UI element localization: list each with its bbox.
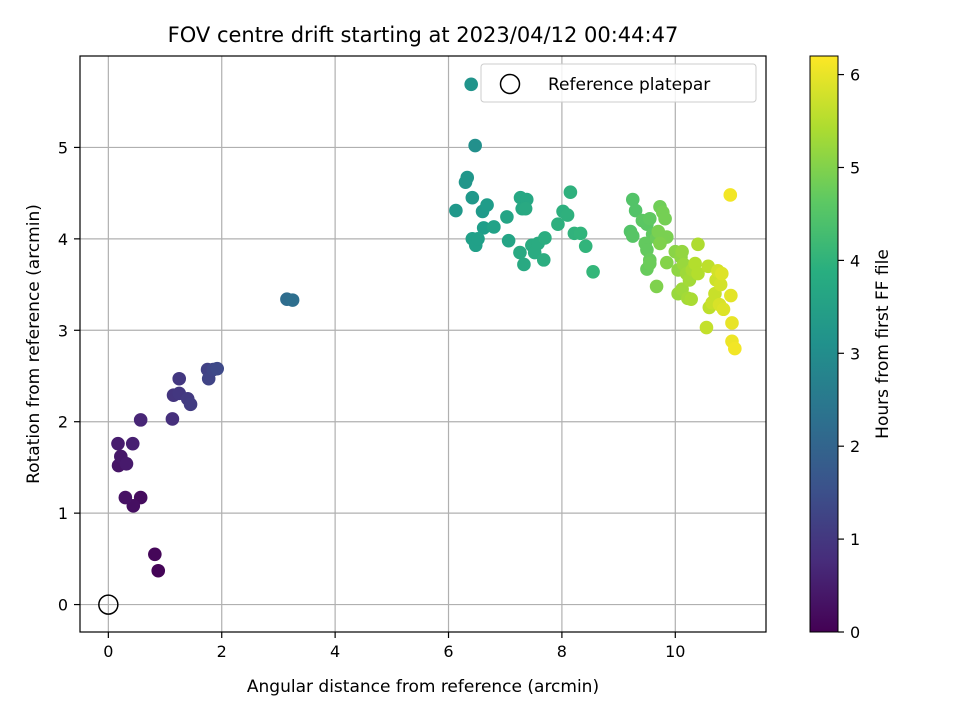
- scatter-point: [713, 277, 728, 292]
- x-tick-label: 6: [443, 642, 453, 661]
- scatter-point: [119, 456, 134, 471]
- scatter-point: [723, 188, 738, 202]
- legend-entry-reference: Reference platepar: [548, 75, 710, 95]
- colorbar-tick-label: 0: [850, 623, 860, 642]
- y-tick-label: 0: [58, 596, 68, 615]
- scatter-point: [649, 279, 664, 294]
- scatter-point: [500, 210, 514, 224]
- y-tick-label: 3: [58, 321, 68, 340]
- scatter-point: [536, 253, 551, 267]
- x-tick-label: 4: [330, 642, 340, 661]
- scatter-point: [573, 226, 588, 241]
- scatter-point: [628, 203, 643, 218]
- x-tick-label: 8: [557, 642, 567, 661]
- scatter-point: [172, 371, 187, 386]
- scatter-point: [684, 292, 698, 307]
- scatter-point: [538, 231, 552, 245]
- colorbar: 0 1 2 3 4 5 6 Hours from first FF file: [809, 55, 893, 642]
- scatter-point: [133, 413, 148, 427]
- x-tick-label: 0: [103, 642, 113, 661]
- colorbar-tick-label: 1: [850, 530, 860, 549]
- scatter-point: [651, 224, 666, 239]
- colorbar-gradient: [809, 55, 839, 633]
- y-axis-ticks: 0 1 2 3 4 5: [58, 138, 80, 615]
- scatter-point: [460, 170, 475, 185]
- scatter-point: [210, 361, 224, 376]
- legend-box: [480, 63, 757, 103]
- scatter-point: [578, 239, 593, 253]
- colorbar-tick-label: 6: [850, 66, 860, 85]
- scatter-point: [476, 221, 491, 235]
- scatter-point: [464, 77, 478, 92]
- chart-title: FOV centre drift starting at 2023/04/12 …: [168, 23, 679, 47]
- x-axis-label: Angular distance from reference (arcmin): [247, 677, 599, 697]
- y-tick-label: 4: [58, 230, 68, 249]
- scatter-point: [449, 203, 463, 218]
- scatter-point: [165, 412, 180, 426]
- scatter-point: [111, 436, 125, 451]
- y-tick-label: 1: [58, 504, 68, 523]
- scatter-point: [518, 201, 533, 216]
- legend: Reference platepar: [480, 63, 757, 103]
- scatter-point: [487, 220, 501, 234]
- y-tick-label: 2: [58, 413, 68, 432]
- colorbar-tick-label: 2: [850, 437, 860, 456]
- scatter-point: [659, 255, 674, 270]
- scatter-point: [725, 316, 739, 330]
- colorbar-label: Hours from first FF file: [873, 249, 893, 439]
- scatter-point: [714, 266, 729, 281]
- scatter-point: [465, 190, 480, 205]
- reference-marker: [98, 594, 119, 615]
- reference-platepar-point: [98, 594, 119, 615]
- scatter-point: [125, 436, 140, 451]
- scatter-point: [642, 211, 657, 226]
- scatter-point: [691, 237, 705, 252]
- scatter-point: [560, 208, 575, 222]
- colorbar-tick-label: 4: [850, 251, 860, 270]
- scatter-point: [658, 211, 672, 226]
- scatter-point: [675, 244, 689, 259]
- scatter-point: [471, 232, 485, 246]
- scatter-point: [480, 198, 494, 212]
- scatter-point: [118, 490, 133, 505]
- scatter-point: [716, 302, 731, 317]
- scatter-point: [642, 256, 657, 271]
- scatter-point: [468, 138, 482, 153]
- scatter-point: [501, 233, 516, 248]
- scatter-point: [699, 320, 714, 335]
- colorbar-tick-label: 5: [850, 158, 860, 177]
- x-tick-label: 10: [665, 642, 685, 661]
- scatter-point: [151, 563, 166, 578]
- scatter-point: [148, 547, 162, 562]
- scatter-point: [563, 185, 578, 200]
- scatter-point: [183, 397, 198, 412]
- scatter-point: [724, 288, 738, 303]
- colorbar-tick-label: 3: [850, 344, 860, 363]
- plot-frame: [79, 55, 767, 633]
- scatter-point: [691, 266, 705, 281]
- scatter-point: [653, 236, 667, 251]
- data-points: [111, 77, 742, 578]
- scatter-point: [586, 264, 600, 279]
- x-axis-ticks: 0 2 4 6 8 10: [103, 632, 685, 661]
- grid-lines: [80, 56, 766, 632]
- scatter-point: [551, 217, 565, 232]
- scatter-point: [625, 192, 640, 207]
- y-tick-label: 5: [58, 138, 68, 157]
- scatter-point: [285, 293, 300, 307]
- scatter-point: [513, 245, 527, 260]
- scatter-point: [517, 257, 531, 272]
- scatter-point: [625, 229, 640, 243]
- legend-reference-marker: [499, 73, 521, 95]
- scatter-point: [728, 341, 742, 356]
- x-tick-label: 2: [217, 642, 227, 661]
- y-axis-label: Rotation from reference (arcmin): [24, 204, 44, 484]
- colorbar-ticks: 0 1 2 3 4 5 6: [838, 66, 860, 642]
